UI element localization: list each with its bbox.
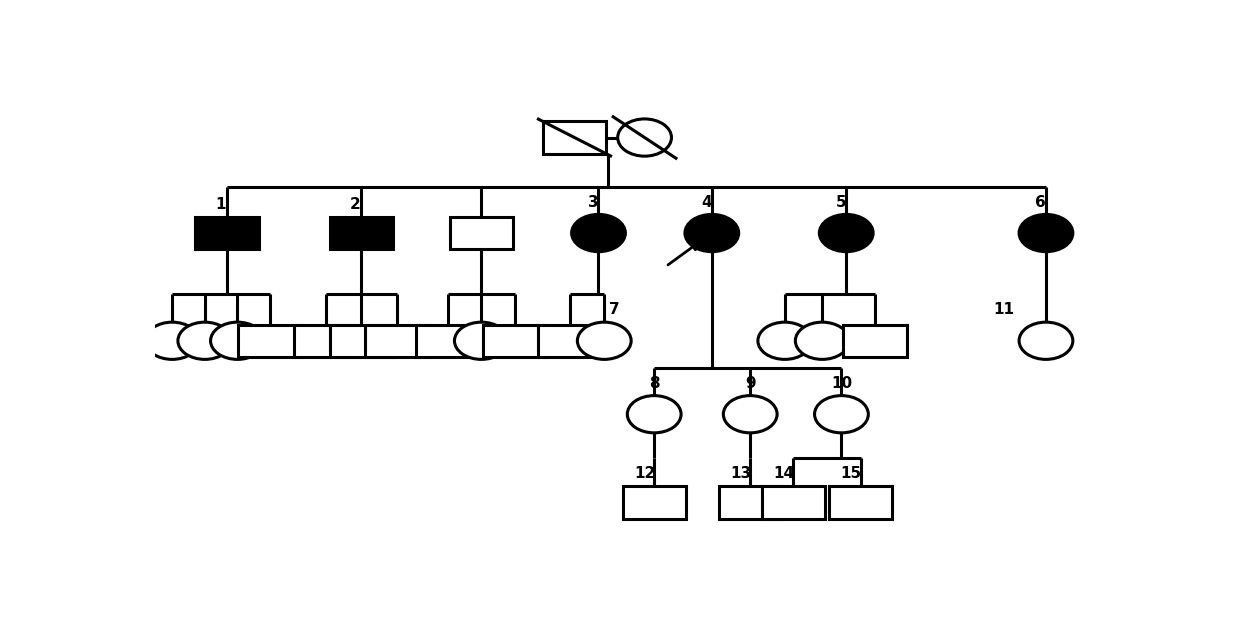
Ellipse shape — [577, 322, 631, 359]
Text: 15: 15 — [840, 466, 861, 481]
Text: 9: 9 — [745, 376, 756, 391]
Text: 3: 3 — [587, 195, 598, 209]
Text: 12: 12 — [634, 466, 655, 481]
Bar — [294, 324, 358, 357]
Bar — [330, 324, 393, 357]
Ellipse shape — [145, 322, 199, 359]
Bar — [622, 486, 686, 518]
Bar — [762, 486, 825, 518]
Bar — [844, 324, 907, 357]
Ellipse shape — [211, 322, 264, 359]
Text: 4: 4 — [701, 195, 711, 209]
Ellipse shape — [571, 214, 626, 252]
Bar — [543, 121, 606, 154]
Ellipse shape — [627, 396, 681, 433]
Text: 1: 1 — [216, 197, 225, 212]
Ellipse shape — [1020, 322, 1073, 359]
Text: 7: 7 — [610, 302, 620, 317]
Ellipse shape — [814, 396, 869, 433]
Text: 10: 10 — [831, 376, 852, 391]
Ellipse shape — [618, 119, 672, 156]
Ellipse shape — [795, 322, 849, 359]
Ellipse shape — [685, 214, 738, 252]
Text: 14: 14 — [773, 466, 794, 481]
Bar — [829, 486, 892, 518]
Bar — [450, 217, 513, 249]
Text: 6: 6 — [1036, 195, 1046, 209]
Bar — [538, 324, 601, 357]
Ellipse shape — [758, 322, 812, 359]
Bar — [196, 217, 259, 249]
Text: 13: 13 — [730, 466, 751, 481]
Bar — [416, 324, 479, 357]
Ellipse shape — [819, 214, 873, 252]
Ellipse shape — [455, 322, 508, 359]
Ellipse shape — [1020, 214, 1073, 252]
Text: 5: 5 — [835, 195, 846, 209]
Ellipse shape — [178, 322, 232, 359]
Text: 2: 2 — [349, 197, 361, 212]
Bar — [483, 324, 546, 357]
Text: 11: 11 — [994, 302, 1015, 317]
Bar — [330, 217, 393, 249]
Bar — [238, 324, 302, 357]
Bar — [366, 324, 429, 357]
Bar — [719, 486, 782, 518]
Ellipse shape — [724, 396, 777, 433]
Text: 8: 8 — [649, 376, 659, 391]
